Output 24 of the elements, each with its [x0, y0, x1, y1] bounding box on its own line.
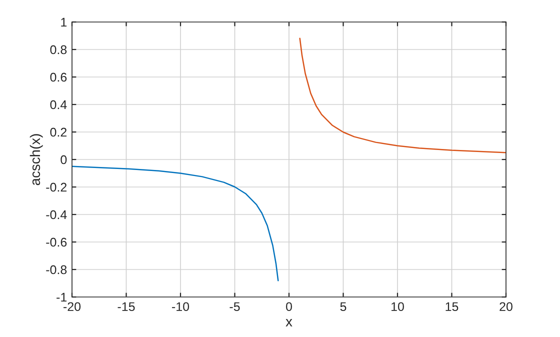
y-tick-label: -0.4	[46, 210, 67, 220]
line-series	[299, 38, 506, 154]
line-series	[72, 166, 279, 282]
y-tick-label: 0.2	[50, 128, 67, 137]
y-tick-label: 0.6	[50, 72, 67, 82]
y-tick-label: -0.6	[46, 238, 67, 247]
y-tick-label: 0.8	[50, 45, 67, 54]
x-tick-label: -20	[64, 302, 81, 312]
x-tick-label: 0	[286, 302, 292, 312]
x-tick-label: -10	[172, 302, 190, 312]
x-axis-title: x	[286, 319, 292, 326]
x-tick-label: 10	[392, 302, 404, 312]
y-tick-label: -1	[56, 292, 67, 302]
x-tick-label: 15	[446, 302, 458, 312]
y-axis-title: acsch(x)	[30, 134, 43, 186]
y-tick-label: 0.4	[50, 100, 67, 110]
x-tick-label: -5	[230, 302, 240, 312]
x-tick-label: 5	[340, 302, 346, 312]
x-tick-label: 20	[500, 302, 512, 312]
y-tick-label: -0.2	[46, 182, 67, 192]
y-tick-label: 1	[61, 18, 67, 27]
y-tick-label: 0	[60, 155, 67, 164]
x-tick-label: -15	[118, 302, 135, 312]
y-tick-label: -0.8	[46, 265, 67, 274]
